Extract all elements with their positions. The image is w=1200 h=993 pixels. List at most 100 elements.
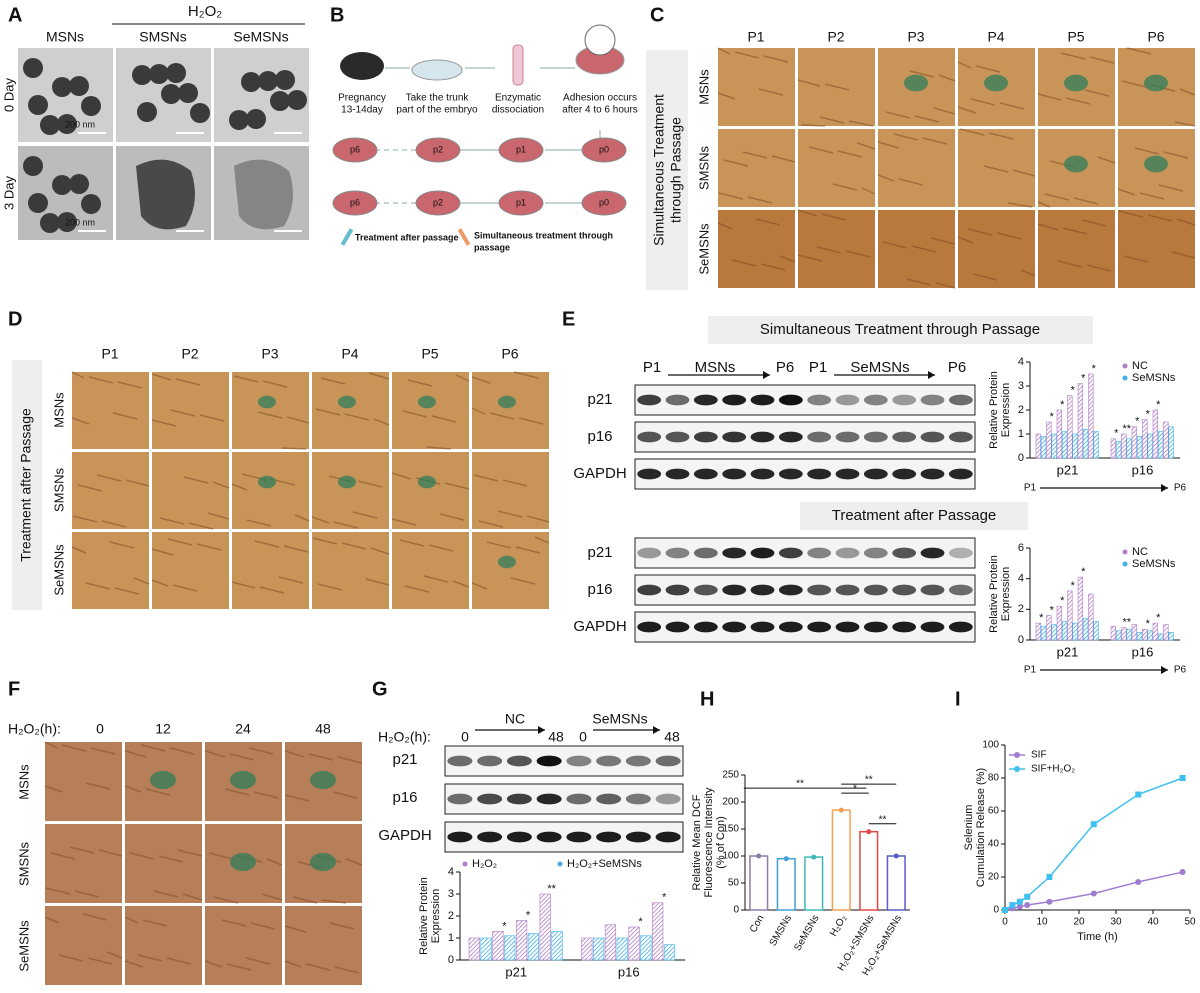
micrograph — [72, 372, 149, 449]
group-label: p21 — [505, 964, 527, 979]
cell-texture — [208, 852, 234, 860]
bar — [1077, 383, 1084, 459]
nanoparticle — [270, 91, 290, 111]
data-point — [1090, 821, 1097, 828]
nanoparticle — [57, 114, 77, 134]
bar — [1115, 630, 1122, 641]
bar — [539, 893, 551, 961]
blot-band — [477, 793, 503, 805]
blot-band — [596, 831, 622, 843]
blot-band — [920, 468, 945, 480]
data-point — [1016, 898, 1023, 905]
cell-texture — [391, 518, 417, 526]
panel-letter: F — [8, 678, 20, 700]
blot-band — [835, 468, 860, 480]
nanoparticle — [52, 77, 72, 97]
column-label: P4 — [341, 346, 358, 362]
culture-dish — [498, 137, 544, 163]
cell-texture — [975, 65, 1001, 73]
bar — [1147, 630, 1153, 641]
y-tick-label: 2 — [448, 910, 454, 922]
cell-texture — [861, 187, 876, 195]
blot-band — [536, 793, 562, 805]
cell-texture — [717, 47, 731, 55]
culture-dish — [498, 190, 544, 216]
sa-beta-gal-stain — [418, 475, 436, 489]
bar — [1040, 625, 1047, 641]
cell-texture — [246, 519, 272, 527]
micrograph — [472, 452, 549, 529]
title-box — [800, 502, 1028, 530]
micrograph — [472, 372, 549, 449]
cell-texture — [909, 70, 935, 78]
bar — [1121, 433, 1127, 459]
blot-band — [835, 584, 860, 596]
legend-label: SeMSNs — [1132, 372, 1176, 384]
x-tick-label: SMSNs — [768, 913, 794, 948]
legend-marker — [1122, 363, 1128, 369]
bar — [1035, 433, 1042, 459]
cell-texture — [819, 116, 845, 124]
step-label: part of the embryo — [396, 105, 478, 116]
y-axis-label: (% of Con) — [715, 816, 727, 869]
cell-texture — [837, 150, 863, 158]
cell-texture — [125, 479, 150, 487]
bar — [1056, 605, 1063, 641]
cell-texture — [233, 375, 259, 383]
micrograph — [392, 532, 469, 609]
cell-texture — [158, 855, 184, 863]
blot-band — [948, 584, 973, 596]
micrograph — [125, 906, 202, 985]
sa-beta-gal-stain — [310, 852, 336, 872]
bar — [749, 855, 769, 911]
cell-texture — [1037, 201, 1051, 208]
cell-texture — [1060, 52, 1086, 60]
bar — [515, 920, 528, 961]
bar — [1061, 621, 1068, 641]
nanoparticle — [161, 84, 181, 104]
y-axis-label: Expression — [430, 889, 442, 943]
blot-band — [566, 793, 592, 805]
blot-band — [863, 431, 888, 443]
blot-band — [625, 755, 651, 767]
bar — [1056, 409, 1063, 459]
blot-strip — [634, 458, 976, 490]
aggregate — [234, 159, 293, 230]
zoom-icon — [584, 24, 616, 56]
significance-mark: * — [1135, 416, 1140, 428]
data-point — [1046, 874, 1053, 880]
bar — [1088, 593, 1094, 641]
cell-texture — [1179, 88, 1196, 96]
blot-band — [722, 547, 747, 559]
bar — [1126, 628, 1132, 641]
column-label: P5 — [421, 346, 438, 362]
blot-row-label: GAPDH — [573, 618, 626, 635]
cell-texture — [204, 750, 226, 758]
cell-texture — [502, 479, 528, 487]
cell-texture — [204, 960, 223, 968]
blot-row-label: p16 — [587, 428, 612, 445]
cell-texture — [471, 582, 488, 590]
cell-texture — [1117, 188, 1136, 196]
bar — [1168, 426, 1174, 459]
arrow-head — [763, 371, 770, 379]
cell-texture — [497, 510, 523, 518]
cell-texture — [221, 919, 247, 927]
blot-band — [693, 468, 718, 480]
cell-texture — [797, 79, 821, 87]
micrograph — [878, 210, 955, 288]
cell-texture — [365, 578, 390, 586]
cell-texture — [779, 255, 796, 263]
blot-band — [665, 547, 690, 559]
blot-band — [948, 621, 973, 633]
nanoparticle — [132, 65, 152, 85]
data-point — [1002, 907, 1008, 913]
bar — [1077, 576, 1084, 641]
cell-texture — [763, 55, 789, 63]
blot-strip — [634, 537, 976, 569]
cell-texture — [760, 263, 786, 271]
blot-band — [693, 547, 718, 559]
cell-texture — [1020, 269, 1036, 277]
bar — [1051, 624, 1057, 641]
blot-band — [722, 621, 747, 633]
